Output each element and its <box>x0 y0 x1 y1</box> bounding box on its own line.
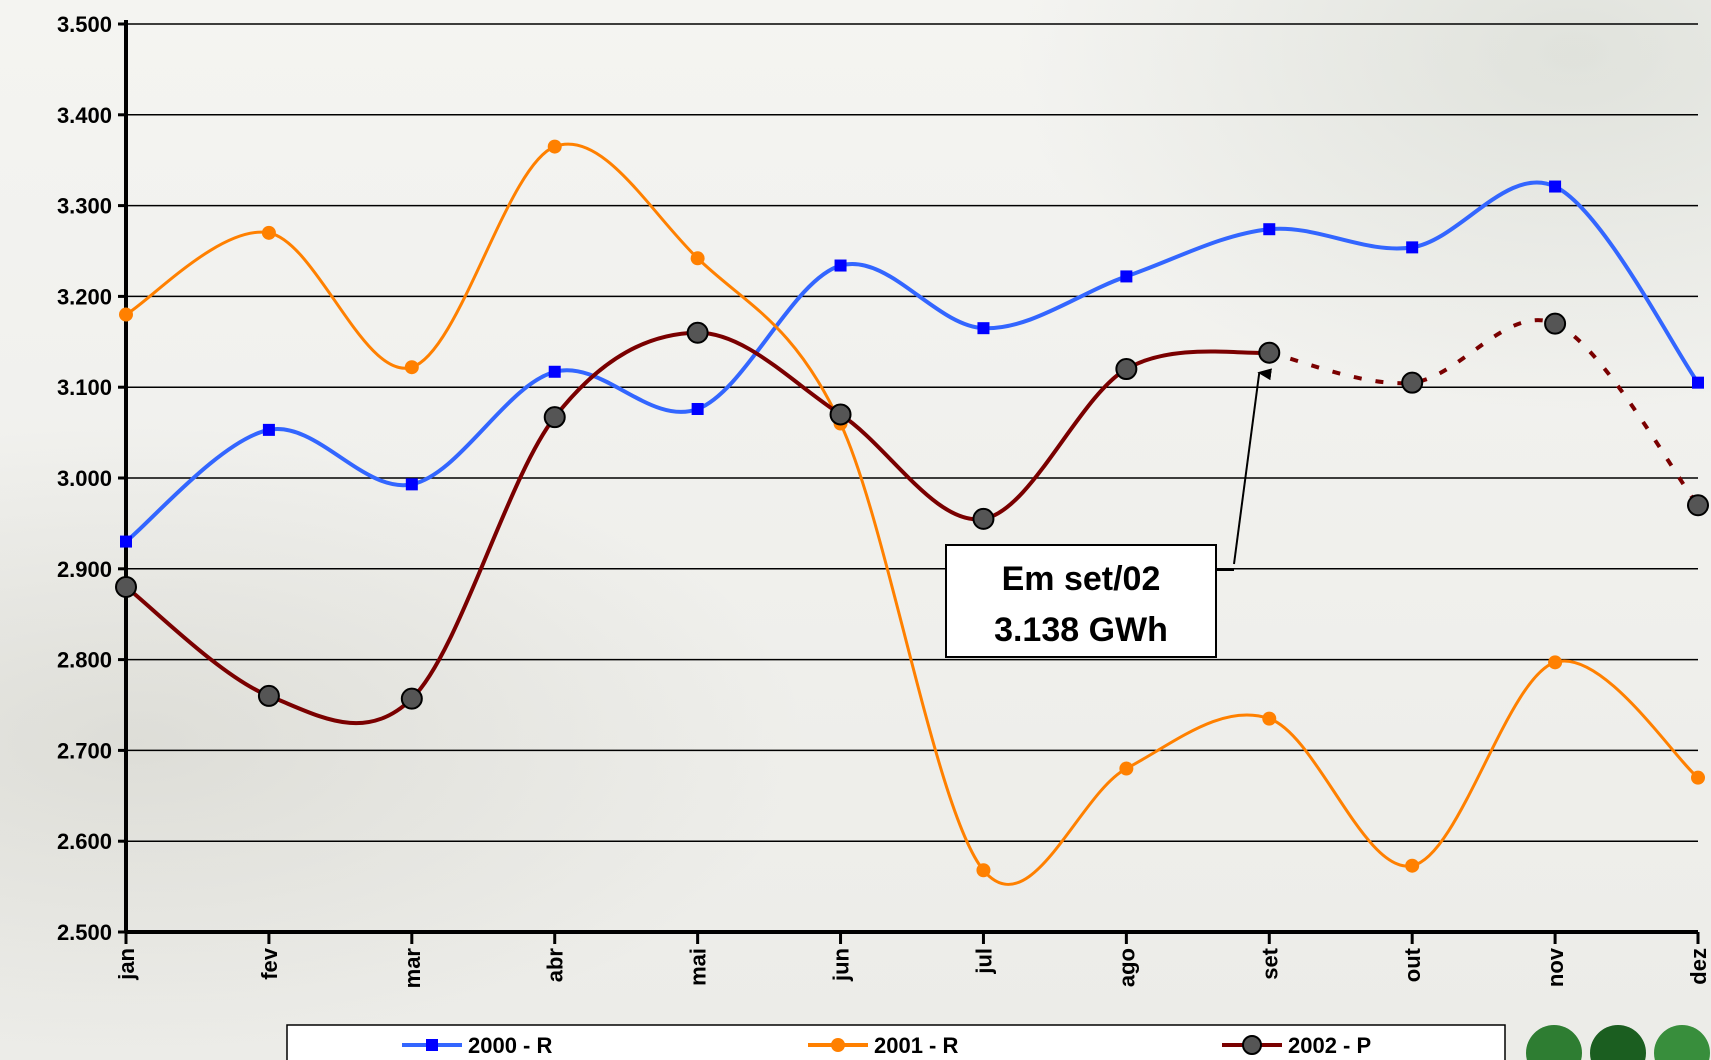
point-1-ago <box>1119 761 1134 776</box>
point-1-abr <box>547 139 562 154</box>
legend-box <box>286 1024 1506 1060</box>
y-tick-labels: 2.500 2.600 2.700 2.800 2.900 3.000 3.100 3.200… <box>57 12 112 945</box>
point-2-nov <box>1544 312 1567 335</box>
point-2-dez <box>1687 494 1709 517</box>
x-tick-label-abr: abr <box>543 948 568 983</box>
x-tick-label-set: set <box>1257 947 1282 979</box>
y-tick-label-3300: 3.300 <box>57 194 112 219</box>
point-0-nov <box>1549 180 1562 193</box>
company-logo-icon <box>1520 1005 1711 1060</box>
legend-marker-2000 <box>426 1039 438 1051</box>
y-tick-label-2500: 2.500 <box>57 920 112 945</box>
point-2-jul <box>972 507 995 530</box>
point-2-jun <box>829 403 852 426</box>
callout-line1: Em set/02 <box>1002 560 1161 598</box>
point-0-mai <box>691 402 704 415</box>
point-2-fev <box>257 684 280 707</box>
point-0-abr <box>548 365 561 378</box>
point-1-jan <box>119 307 133 322</box>
legend-item-2000: 2000 - R <box>402 1033 552 1058</box>
x-tick-label-mai: mai <box>686 948 711 986</box>
legend-label-2000: 2000 - R <box>468 1033 552 1058</box>
point-2-mai <box>686 321 709 344</box>
legend-label-2001: 2001 - R <box>874 1033 958 1058</box>
x-tick-label-jul: jul <box>971 948 996 975</box>
series-line-0 <box>124 180 1700 544</box>
x-tick-label-out: out <box>1400 947 1425 982</box>
x-tick-label-ago: ago <box>1114 948 1139 987</box>
gridlines <box>126 23 1698 842</box>
point-2-mar <box>400 687 423 710</box>
point-0-jun <box>834 259 847 272</box>
point-2-ago <box>1115 358 1138 381</box>
x-tick-label-dez: dez <box>1686 948 1711 985</box>
point-2-set <box>1258 341 1281 364</box>
logo-circle-left <box>1526 1025 1582 1060</box>
point-0-ago <box>1120 270 1133 283</box>
callout-arrow <box>1233 368 1272 565</box>
legend-marker-2001 <box>831 1038 845 1052</box>
point-1-mar <box>404 360 419 375</box>
logo-circle-right <box>1654 1025 1710 1060</box>
point-1-jul <box>976 863 991 878</box>
legend: 2000 - R 2001 - R 2002 - P <box>286 1024 1506 1060</box>
legend-item-2002: 2002 - P <box>1222 1033 1371 1058</box>
series-markers <box>115 139 1709 878</box>
point-1-set <box>1262 711 1277 726</box>
callout-box <box>945 544 1217 658</box>
series-lines <box>124 142 1700 886</box>
legend-label-2002: 2002 - P <box>1288 1033 1371 1058</box>
y-tick-label-3200: 3.200 <box>57 284 112 309</box>
y-tick-label-2600: 2.600 <box>57 829 112 854</box>
series-line-2-solid <box>124 330 1270 725</box>
point-0-mar <box>405 478 418 491</box>
point-0-fev <box>262 423 275 436</box>
series-line-2-dashed <box>1268 318 1700 507</box>
callout-line2: 3.138 GWh <box>994 611 1168 649</box>
x-tick-label-nov: nov <box>1543 947 1568 987</box>
x-tick-label-mar: mar <box>400 948 425 989</box>
y-tick-label-3100: 3.100 <box>57 375 112 400</box>
y-tick-label-3400: 3.400 <box>57 103 112 128</box>
point-1-nov <box>1548 655 1563 670</box>
point-1-out <box>1405 858 1420 873</box>
x-tick-label-jan: jan <box>114 948 139 981</box>
point-0-jan <box>120 535 132 548</box>
point-1-fev <box>261 225 276 240</box>
logo-circle-middle <box>1590 1025 1646 1060</box>
y-tick-label-3500: 3.500 <box>57 12 112 37</box>
series-line-1 <box>125 142 1699 886</box>
point-0-set <box>1263 223 1276 236</box>
legend-marker-2002 <box>1242 1035 1262 1055</box>
axes <box>118 20 1700 944</box>
point-0-dez <box>1692 376 1704 389</box>
point-2-jan <box>115 575 137 598</box>
callout-annotation: Em set/02 3.138 GWh <box>945 368 1272 658</box>
x-tick-label-fev: fev <box>257 947 282 980</box>
y-tick-label-2800: 2.800 <box>57 648 112 673</box>
legend-item-2001: 2001 - R <box>808 1033 958 1058</box>
point-2-abr <box>543 406 566 429</box>
point-0-out <box>1406 241 1419 254</box>
y-tick-label-2900: 2.900 <box>57 557 112 582</box>
y-tick-label-3000: 3.000 <box>57 466 112 491</box>
point-1-mai <box>690 251 705 266</box>
y-tick-label-2700: 2.700 <box>57 738 112 763</box>
point-2-out <box>1401 371 1424 394</box>
point-1-dez <box>1691 770 1705 785</box>
x-tick-label-jun: jun <box>829 948 854 982</box>
x-tick-labels: jan fev mar abr mai jun jul ago set out nov dez <box>114 947 1711 988</box>
point-0-jul <box>977 322 990 335</box>
